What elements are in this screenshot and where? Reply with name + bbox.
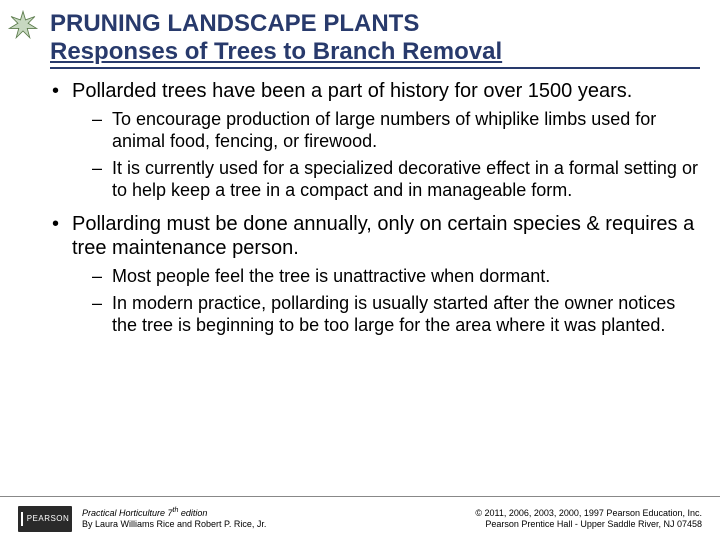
asterisk-icon [6, 8, 40, 42]
bullet-level1: Pollarded trees have been a part of hist… [50, 79, 700, 103]
slide: PRUNING LANDSCAPE PLANTS Responses of Tr… [0, 0, 720, 540]
edition-word: edition [178, 508, 207, 518]
address: Pearson Prentice Hall - Upper Saddle Riv… [485, 519, 702, 529]
copyright: © 2011, 2006, 2003, 2000, 1997 Pearson E… [475, 508, 702, 518]
bullet-level2: It is currently used for a specialized d… [50, 158, 700, 201]
title-line-1: PRUNING LANDSCAPE PLANTS [50, 10, 700, 38]
bullet-level1: Pollarding must be done annually, only o… [50, 212, 700, 260]
logo-text: PEARSON [27, 514, 70, 523]
content-area: Pollarded trees have been a part of hist… [50, 79, 700, 336]
footer: PEARSON Practical Horticulture 7th editi… [0, 496, 720, 540]
book-title: Practical Horticulture 7 [82, 508, 173, 518]
title-block: PRUNING LANDSCAPE PLANTS Responses of Tr… [50, 10, 700, 69]
authors: By Laura Williams Rice and Robert P. Ric… [82, 519, 266, 529]
bullet-level2: Most people feel the tree is unattractiv… [50, 266, 700, 288]
title-rule [50, 67, 700, 69]
bullet-level2: To encourage production of large numbers… [50, 109, 700, 152]
pearson-logo: PEARSON [18, 506, 72, 532]
footer-right: © 2011, 2006, 2003, 2000, 1997 Pearson E… [475, 508, 702, 530]
bullet-level2: In modern practice, pollarding is usuall… [50, 293, 700, 336]
footer-left: Practical Horticulture 7th edition By La… [82, 507, 475, 530]
title-line-2: Responses of Trees to Branch Removal [50, 38, 700, 66]
